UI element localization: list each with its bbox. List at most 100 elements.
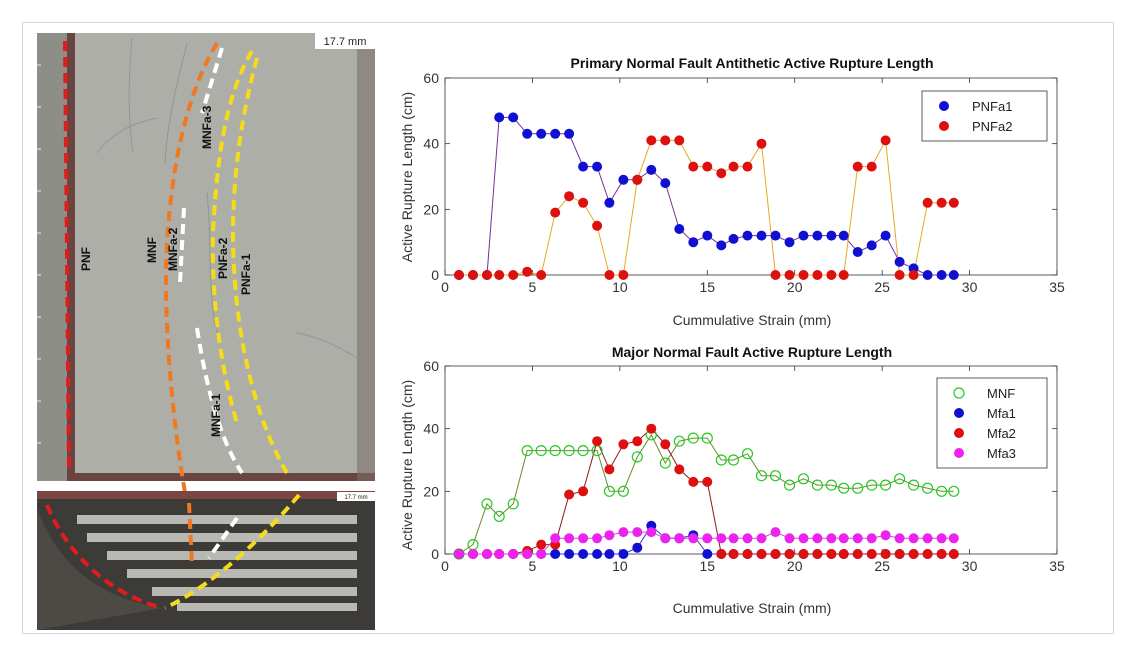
data-point-pnfa2: [632, 174, 643, 185]
x-tick-label: 10: [612, 558, 628, 574]
data-point-pnfa2: [688, 161, 699, 172]
data-point-mfa3: [468, 549, 478, 559]
chart-primary-normal-fault: Primary Normal Fault Antithetic Active R…: [399, 55, 1065, 328]
data-point-mfa3: [494, 549, 505, 559]
x-tick-label: 30: [962, 558, 978, 574]
data-point-pnfa2: [728, 161, 739, 172]
data-point-pnfa1: [784, 237, 795, 248]
data-point-mfa2: [852, 549, 863, 559]
data-point-mnf: [907, 479, 920, 491]
data-point-mfa3: [948, 533, 959, 544]
y-axis-label: Active Rupture Length (cm): [399, 92, 415, 262]
data-point-pnfa1: [646, 164, 657, 175]
data-point-mnf: [838, 482, 850, 494]
data-point-pnfa1: [604, 197, 615, 208]
data-point-pnfa1: [508, 112, 519, 123]
data-point-mfa2: [578, 486, 589, 497]
legend-label: PNFa2: [972, 119, 1012, 134]
data-point-mfa3: [908, 533, 919, 544]
data-point-pnfa1: [742, 230, 753, 241]
data-point-mfa2: [728, 549, 739, 559]
scale-label-top: 17.7 mm: [324, 36, 367, 48]
chart-major-normal-fault: Major Normal Fault Active Rupture Length…: [399, 344, 1065, 616]
fault-label-pnfa2: PNFa-2: [216, 237, 230, 279]
x-tick-label: 35: [1049, 279, 1065, 295]
data-point-mfa3: [564, 533, 575, 544]
x-tick-label: 0: [441, 558, 449, 574]
data-point-mfa2: [936, 549, 947, 559]
data-point-pnfa1: [728, 233, 739, 244]
y-tick-label: 60: [423, 358, 439, 374]
fault-trace-mnfa3: [200, 47, 224, 114]
data-point-mnf: [715, 454, 727, 466]
legend-label: MNF: [987, 386, 1015, 401]
fault-label-mnfa2: MNFa-2: [166, 227, 180, 271]
data-point-mfa1: [632, 542, 643, 553]
data-point-pnfa1: [660, 178, 671, 189]
data-point-mnf: [493, 510, 505, 522]
data-point-pnfa2: [936, 197, 947, 208]
data-point-mfa3: [550, 533, 561, 544]
data-point-mfa2: [770, 549, 781, 559]
data-point-pnfa2: [660, 135, 671, 146]
legend-marker-mfa1: [954, 408, 964, 418]
data-point-pnfa2: [646, 135, 657, 146]
data-point-mfa2: [948, 549, 959, 559]
data-point-mfa3: [578, 533, 589, 544]
data-point-pnfa1: [564, 128, 575, 139]
data-point-mfa3: [618, 527, 629, 538]
y-tick-label: 0: [431, 546, 439, 562]
data-point-pnfa2: [880, 135, 891, 146]
data-point-mfa2: [564, 489, 575, 500]
data-point-mfa3: [894, 533, 905, 544]
data-point-pnfa1: [936, 270, 947, 280]
data-point-mfa3: [482, 549, 492, 559]
data-point-mfa2: [826, 549, 837, 559]
data-point-mfa3: [798, 533, 809, 544]
data-point-mfa1: [550, 549, 561, 559]
data-point-mnf: [948, 485, 960, 497]
data-point-pnfa2: [838, 270, 849, 280]
data-point-pnfa2: [564, 191, 575, 202]
data-point-pnfa2: [770, 270, 781, 280]
data-point-pnfa1: [838, 230, 849, 241]
legend-marker-pnfa1: [939, 101, 949, 111]
data-point-pnfa2: [826, 270, 837, 280]
data-point-mfa2: [798, 549, 809, 559]
data-point-mfa2: [742, 549, 753, 559]
x-tick-label: 35: [1049, 558, 1065, 574]
data-point-mnf: [701, 432, 713, 444]
y-tick-label: 0: [431, 267, 439, 283]
legend-marker-mnf: [953, 387, 965, 399]
data-point-pnfa1: [578, 161, 589, 172]
legend-marker-pnfa2: [939, 121, 949, 131]
data-point-mfa2: [908, 549, 919, 559]
y-tick-label: 20: [423, 201, 439, 217]
data-point-pnfa1: [852, 247, 863, 257]
data-point-pnfa2: [494, 270, 505, 280]
data-point-mfa3: [756, 533, 767, 544]
data-point-mfa3: [880, 530, 891, 541]
data-point-pnfa2: [812, 270, 823, 280]
data-point-pnfa1: [880, 230, 891, 241]
data-point-pnfa2: [536, 270, 547, 280]
data-point-mnf: [893, 473, 906, 485]
data-point-mnf: [631, 451, 643, 463]
data-point-mfa2: [716, 549, 727, 559]
data-point-mnf: [727, 454, 740, 466]
data-point-mfa3: [922, 533, 933, 544]
data-point-pnfa1: [550, 128, 561, 139]
data-point-pnfa2: [716, 168, 727, 179]
data-point-mfa2: [702, 476, 713, 487]
data-point-mfa2: [618, 439, 629, 450]
x-tick-label: 10: [612, 279, 628, 295]
data-point-mfa2: [838, 549, 849, 559]
fault-label-mnfa1: MNFa-1: [209, 393, 223, 437]
x-tick-label: 15: [699, 558, 715, 574]
data-point-pnfa1: [866, 240, 877, 251]
data-point-mfa3: [688, 533, 699, 544]
data-point-pnfa2: [922, 197, 933, 208]
data-point-mfa1: [564, 549, 575, 559]
fault-trace-pnfa2: [210, 49, 254, 424]
data-point-mfa2: [922, 549, 933, 559]
